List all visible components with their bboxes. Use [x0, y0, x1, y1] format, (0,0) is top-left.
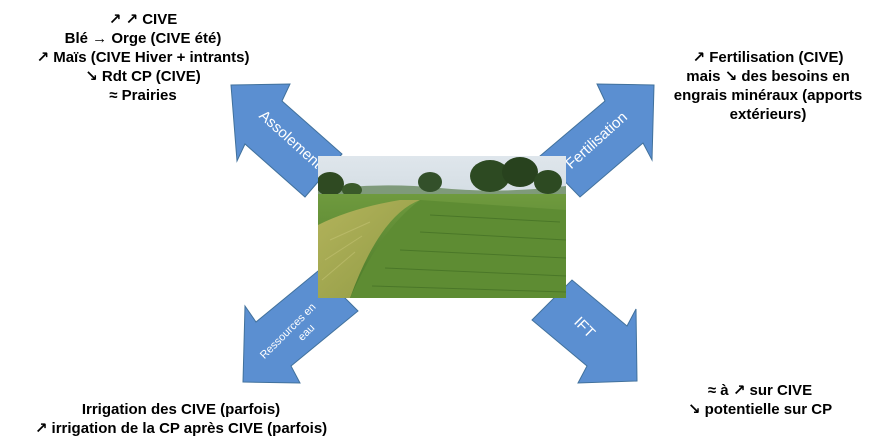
- ift-text-block: ≈ à ↗ sur CIVE ↘ potentielle sur CP: [660, 381, 860, 419]
- fertilisation-line: mais ↘ des besoins en: [686, 68, 850, 85]
- fertilisation-line: extérieurs): [729, 106, 807, 123]
- meadow-photo: [318, 156, 566, 298]
- ift-line: ↘ potentielle sur CP: [687, 401, 833, 418]
- ift-line: ≈ à ↗ sur CIVE: [707, 382, 813, 399]
- ressources-line: ↗ irrigation de la CP après CIVE (parfoi…: [34, 420, 328, 437]
- ressources-line: Irrigation des CIVE (parfois): [81, 401, 281, 418]
- fertilisation-line: ↗ Fertilisation (CIVE): [692, 49, 844, 66]
- assolement-text-block: ↗ ↗ CIVE Blé → Orge (CIVE été) ↗ Maïs (C…: [18, 10, 268, 105]
- assolement-line: ≈ Prairies: [109, 87, 177, 104]
- fertilisation-line: engrais minéraux (apports: [673, 87, 863, 104]
- assolement-line: ↗ Maïs (CIVE Hiver + intrants): [36, 49, 250, 66]
- assolement-line: Blé → Orge (CIVE été): [64, 30, 222, 47]
- ressources-text-block: Irrigation des CIVE (parfois) ↗ irrigati…: [6, 400, 356, 438]
- arrow-ift: [531, 279, 638, 384]
- assolement-line: ↗ ↗ CIVE: [108, 11, 178, 28]
- assolement-line: ↘ Rdt CP (CIVE): [85, 68, 201, 85]
- fertilisation-text-block: ↗ Fertilisation (CIVE) mais ↘ des besoin…: [658, 48, 878, 124]
